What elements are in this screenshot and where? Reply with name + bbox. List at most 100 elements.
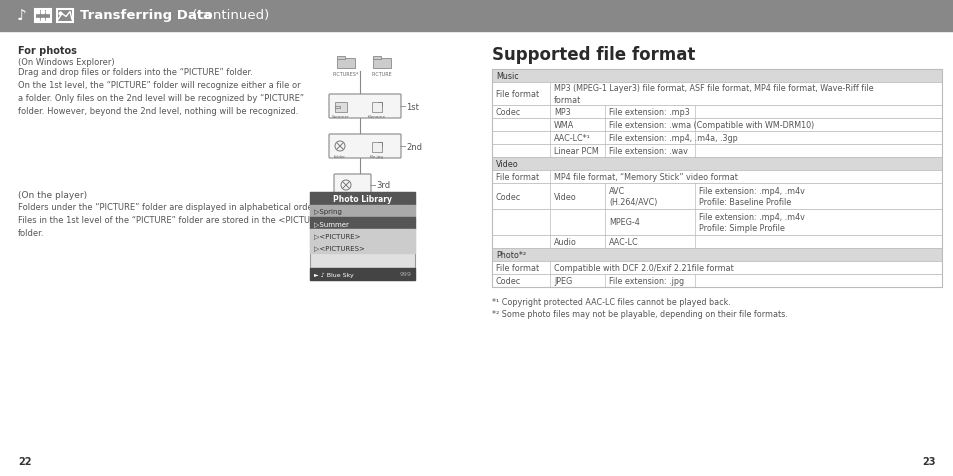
- Text: xxx.jpg: xxx.jpg: [338, 194, 354, 198]
- Text: *¹ Copyright protected AAC-LC files cannot be played back.: *¹ Copyright protected AAC-LC files cann…: [492, 298, 730, 307]
- Text: Codec: Codec: [496, 192, 520, 201]
- Bar: [373, 57, 380, 60]
- Text: Drag and drop files or folders into the “PICTURE” folder.
On the 1st level, the : Drag and drop files or folders into the …: [18, 68, 304, 115]
- Text: MPEG-4: MPEG-4: [608, 218, 639, 227]
- Text: PICTURE: PICTURE: [372, 72, 392, 77]
- Bar: [373, 59, 391, 69]
- Bar: [492, 106, 941, 119]
- FancyBboxPatch shape: [329, 135, 400, 159]
- Text: ▷Summer: ▷Summer: [314, 220, 349, 227]
- Text: MP3: MP3: [554, 108, 570, 117]
- Bar: [310, 229, 415, 241]
- Bar: [492, 236, 941, 248]
- Bar: [372, 103, 381, 113]
- Text: File format: File format: [496, 173, 538, 182]
- Bar: [310, 193, 415, 280]
- Text: 3rd: 3rd: [375, 181, 390, 190]
- Circle shape: [335, 142, 345, 152]
- Text: File extension: .jpg: File extension: .jpg: [608, 277, 683, 286]
- Text: Photo Library: Photo Library: [333, 195, 392, 204]
- Bar: [310, 218, 415, 229]
- Text: Summer: Summer: [332, 115, 350, 119]
- Text: File extension: .mp4, .m4a, .3gp: File extension: .mp4, .m4a, .3gp: [608, 134, 737, 143]
- Text: ► ♪ Blue Sky: ► ♪ Blue Sky: [314, 272, 354, 277]
- Text: MP4 file format, “Memory Stick” video format: MP4 file format, “Memory Stick” video fo…: [554, 173, 737, 182]
- Bar: [492, 248, 941, 261]
- Text: WMA: WMA: [554, 121, 574, 130]
- Text: 23: 23: [922, 456, 935, 466]
- Bar: [57, 10, 73, 22]
- Text: PICTURES*: PICTURES*: [333, 72, 359, 77]
- Text: ▷<PICTURE>: ▷<PICTURE>: [314, 232, 360, 238]
- Text: 2nd: 2nd: [406, 142, 421, 151]
- Text: Codec: Codec: [496, 108, 520, 117]
- Text: 22: 22: [18, 456, 31, 466]
- Bar: [35, 10, 51, 22]
- Text: For photos: For photos: [18, 46, 77, 56]
- Text: Transferring Data: Transferring Data: [80, 10, 212, 22]
- Text: AVC
(H.264/AVC): AVC (H.264/AVC): [608, 186, 657, 207]
- Bar: [492, 261, 941, 275]
- Bar: [310, 206, 415, 218]
- Bar: [492, 83, 941, 106]
- Text: File extension: .mp4, .m4v
Profile: Baseline Profile: File extension: .mp4, .m4v Profile: Base…: [699, 186, 804, 207]
- FancyBboxPatch shape: [329, 95, 400, 119]
- Bar: [492, 145, 941, 158]
- Text: Linear PCM: Linear PCM: [554, 147, 598, 156]
- Text: JPEG: JPEG: [554, 277, 572, 286]
- Bar: [335, 106, 339, 109]
- Bar: [492, 184, 941, 209]
- Text: ▷Spring: ▷Spring: [314, 208, 341, 215]
- Text: AAC-LC: AAC-LC: [608, 238, 638, 247]
- Text: Video: Video: [496, 159, 518, 169]
- Text: AAC-LC*¹: AAC-LC*¹: [554, 134, 590, 143]
- Text: filename: filename: [368, 115, 386, 119]
- Bar: [36, 10, 39, 13]
- Bar: [336, 57, 345, 60]
- Bar: [492, 170, 941, 184]
- Bar: [492, 70, 941, 288]
- Bar: [335, 103, 347, 113]
- Text: (On the player): (On the player): [18, 190, 87, 199]
- Bar: [41, 10, 44, 13]
- Bar: [310, 193, 415, 206]
- Text: *¹Data hierarchy of
“PICTURES” is
the same as the
“PICTURE” folder.: *¹Data hierarchy of “PICTURES” is the sa…: [319, 200, 394, 247]
- Text: ♪: ♪: [17, 9, 27, 23]
- Text: (On Windows Explorer): (On Windows Explorer): [18, 58, 114, 67]
- Text: folder: folder: [334, 155, 346, 159]
- Bar: [492, 275, 941, 288]
- Text: Supported file format: Supported file format: [492, 46, 695, 64]
- Bar: [0, 0, 953, 32]
- Text: Music: Music: [496, 72, 518, 81]
- Text: ▷<PICTURES>: ▷<PICTURES>: [314, 245, 364, 250]
- Bar: [492, 70, 941, 83]
- Text: File format: File format: [496, 263, 538, 272]
- Text: Codec: Codec: [496, 277, 520, 286]
- Text: (continued): (continued): [188, 10, 269, 22]
- Bar: [492, 209, 941, 236]
- Bar: [310, 268, 415, 280]
- Text: Photo*²: Photo*²: [496, 250, 525, 259]
- Text: *² Some photo files may not be playable, depending on their file formats.: *² Some photo files may not be playable,…: [492, 309, 787, 318]
- Bar: [372, 143, 381, 153]
- Text: Audio: Audio: [554, 238, 577, 247]
- Bar: [41, 19, 44, 21]
- Bar: [492, 119, 941, 132]
- Text: file.jpg: file.jpg: [370, 155, 383, 159]
- Text: File format: File format: [496, 90, 538, 99]
- Bar: [336, 59, 355, 69]
- Text: File extension: .mp4, .m4v
Profile: Simple Profile: File extension: .mp4, .m4v Profile: Simp…: [699, 212, 804, 233]
- Text: File extension: .wav: File extension: .wav: [608, 147, 687, 156]
- Text: Folders under the “PICTURE” folder are displayed in alphabetical order.
Files in: Folders under the “PICTURE” folder are d…: [18, 203, 328, 237]
- Bar: [46, 19, 49, 21]
- Text: 999: 999: [399, 272, 412, 277]
- Bar: [310, 241, 415, 253]
- Text: File extension: .wma (Compatible with WM-DRM10): File extension: .wma (Compatible with WM…: [608, 121, 814, 130]
- Text: File extension: .mp3: File extension: .mp3: [608, 108, 689, 117]
- Bar: [492, 158, 941, 170]
- Text: Video: Video: [554, 192, 577, 201]
- Text: 1st: 1st: [406, 102, 418, 111]
- Bar: [492, 132, 941, 145]
- Circle shape: [340, 180, 351, 190]
- FancyBboxPatch shape: [334, 175, 371, 197]
